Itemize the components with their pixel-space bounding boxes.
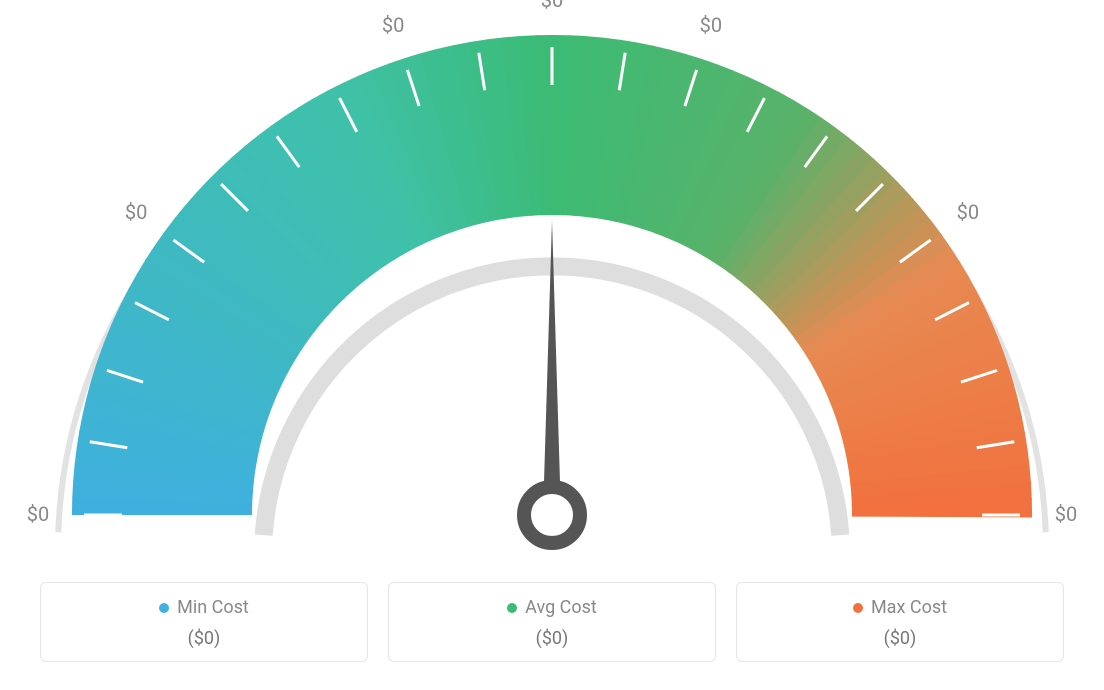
legend-dot-max xyxy=(853,603,863,613)
gauge-svg: $0 $0 $0 $0 $0 $0 $0 xyxy=(0,0,1104,560)
legend-item-avg: Avg Cost ($0) xyxy=(388,582,716,662)
svg-text:$0: $0 xyxy=(700,13,722,37)
gauge-chart: $0 $0 $0 $0 $0 $0 $0 xyxy=(0,0,1104,560)
svg-text:$0: $0 xyxy=(1055,502,1077,526)
legend-label-avg: Avg Cost xyxy=(507,597,597,618)
legend-item-min: Min Cost ($0) xyxy=(40,582,368,662)
legend-label-text-max: Max Cost xyxy=(871,597,947,618)
svg-text:$0: $0 xyxy=(382,13,404,37)
legend-item-max: Max Cost ($0) xyxy=(736,582,1064,662)
legend-label-max: Max Cost xyxy=(853,597,947,618)
legend-label-text-min: Min Cost xyxy=(177,597,249,618)
legend-dot-avg xyxy=(507,603,517,613)
legend-label-text-avg: Avg Cost xyxy=(525,597,597,618)
legend-value-min: ($0) xyxy=(51,628,357,649)
legend-row: Min Cost ($0) Avg Cost ($0) Max Cost ($0… xyxy=(40,582,1064,662)
svg-text:$0: $0 xyxy=(957,200,979,224)
legend-value-avg: ($0) xyxy=(399,628,705,649)
legend-dot-min xyxy=(159,603,169,613)
legend-label-min: Min Cost xyxy=(159,597,249,618)
svg-text:$0: $0 xyxy=(27,502,49,526)
svg-text:$0: $0 xyxy=(125,200,147,224)
legend-value-max: ($0) xyxy=(747,628,1053,649)
svg-text:$0: $0 xyxy=(541,0,563,12)
